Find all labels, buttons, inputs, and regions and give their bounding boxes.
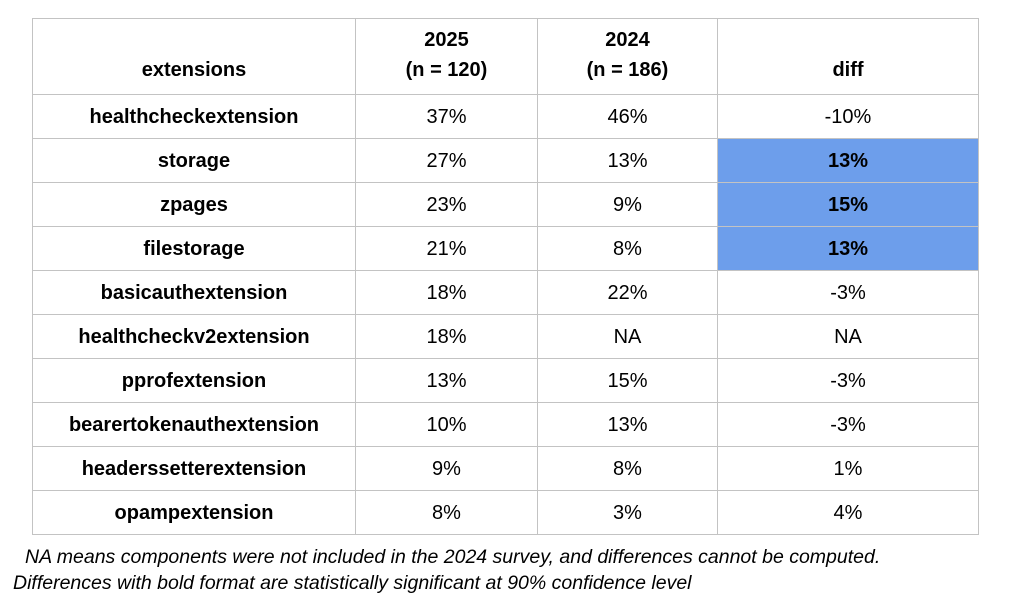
extension-name: healthcheckv2extension	[32, 314, 356, 359]
table-row: pprofextension 13% 15% -3%	[32, 358, 979, 403]
table-row: filestorage 21% 8% 13%	[32, 226, 979, 271]
value-2024: 13%	[537, 138, 718, 183]
value-2025: 10%	[355, 402, 538, 447]
table-row: storage 27% 13% 13%	[32, 138, 979, 183]
value-2024: 46%	[537, 94, 718, 139]
value-2024: 9%	[537, 182, 718, 227]
value-2024: 22%	[537, 270, 718, 315]
diff-value: -3%	[717, 402, 979, 447]
extension-name: opampextension	[32, 490, 356, 535]
diff-value: -10%	[717, 94, 979, 139]
diff-value: 1%	[717, 446, 979, 491]
col-header-2025-n: (n = 120)	[405, 59, 488, 81]
value-2024: NA	[537, 314, 718, 359]
table-row: bearertokenauthextension 10% 13% -3%	[32, 402, 979, 447]
footnotes: NA means components were not included in…	[0, 544, 1012, 597]
value-2024: 3%	[537, 490, 718, 535]
value-2025: 18%	[355, 270, 538, 315]
col-header-2024: 2024 (n = 186)	[537, 18, 718, 95]
col-header-2024-n: (n = 186)	[586, 59, 669, 81]
value-2025: 23%	[355, 182, 538, 227]
value-2025: 8%	[355, 490, 538, 535]
table-row: healthcheckextension 37% 46% -10%	[32, 94, 979, 139]
table-row: zpages 23% 9% 15%	[32, 182, 979, 227]
value-2024: 8%	[537, 226, 718, 271]
value-2025: 18%	[355, 314, 538, 359]
extension-name: bearertokenauthextension	[32, 402, 356, 447]
extension-name: storage	[32, 138, 356, 183]
value-2024: 13%	[537, 402, 718, 447]
diff-value: 13%	[717, 138, 979, 183]
extension-name: filestorage	[32, 226, 356, 271]
footnote-na-explanation: NA means components were not included in…	[25, 546, 881, 568]
value-2024: 15%	[537, 358, 718, 403]
table-row: healthcheckv2extension 18% NA NA	[32, 314, 979, 359]
table-row: headerssetterextension 9% 8% 1%	[32, 446, 979, 491]
col-header-extensions: extensions	[32, 18, 356, 95]
value-2025: 21%	[355, 226, 538, 271]
table-row: opampextension 8% 3% 4%	[32, 490, 979, 535]
diff-value: 15%	[717, 182, 979, 227]
col-header-2024-year: 2024	[605, 29, 650, 51]
extension-name: zpages	[32, 182, 356, 227]
diff-value: 13%	[717, 226, 979, 271]
col-header-diff: diff	[717, 18, 979, 95]
extension-name: healthcheckextension	[32, 94, 356, 139]
value-2025: 37%	[355, 94, 538, 139]
col-header-2025-year: 2025	[424, 29, 469, 51]
value-2025: 27%	[355, 138, 538, 183]
extension-name: headerssetterextension	[32, 446, 356, 491]
header-row: extensions 2025 (n = 120) 2024 (n = 186)…	[32, 18, 979, 95]
extension-name: basicauthextension	[32, 270, 356, 315]
diff-value: -3%	[717, 270, 979, 315]
value-2025: 13%	[355, 358, 538, 403]
diff-value: -3%	[717, 358, 979, 403]
value-2025: 9%	[355, 446, 538, 491]
extension-name: pprofextension	[32, 358, 356, 403]
diff-value: 4%	[717, 490, 979, 535]
diff-value: NA	[717, 314, 979, 359]
value-2024: 8%	[537, 446, 718, 491]
extensions-table: extensions 2025 (n = 120) 2024 (n = 186)…	[32, 18, 979, 535]
table-row: basicauthextension 18% 22% -3%	[32, 270, 979, 315]
footnote-significance: Differences with bold format are statist…	[13, 572, 692, 595]
col-header-2025: 2025 (n = 120)	[355, 18, 538, 95]
